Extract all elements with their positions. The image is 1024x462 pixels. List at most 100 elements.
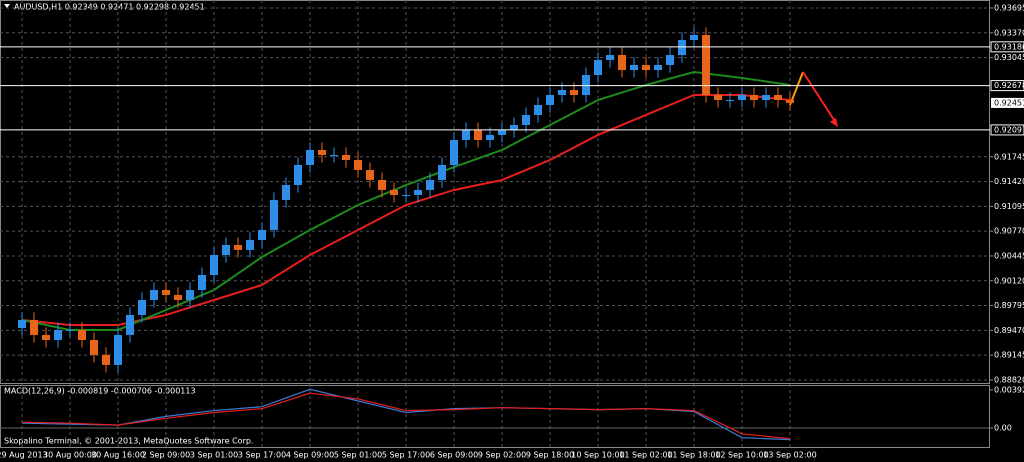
x-tick-label: 5 Sep 17:00 <box>382 451 430 460</box>
candle-body <box>714 94 722 101</box>
x-tick-label: 3 Sep 17:00 <box>238 451 286 460</box>
candle-body <box>438 164 446 180</box>
candle-body <box>666 55 674 66</box>
candle-body <box>414 189 422 196</box>
moving-average <box>21 71 791 331</box>
candle-body <box>198 274 206 290</box>
y-tick-label: 0.89145 <box>994 351 1024 360</box>
candle-body <box>786 100 794 103</box>
candle-body <box>258 229 266 240</box>
y-tick-label: 0.90770 <box>994 227 1024 236</box>
level-label: 0.92678 <box>994 81 1024 90</box>
y-tick-label: 0.93045 <box>994 53 1024 62</box>
candle-body <box>570 90 578 95</box>
x-tick-label: 11 Sep 02:00 <box>619 451 672 460</box>
x-tick-label: 2 Sep 09:00 <box>142 451 190 460</box>
candle-body <box>102 354 110 365</box>
y-tick-label: 0.90445 <box>994 251 1024 260</box>
y-tick-label: 0.93695 <box>994 4 1024 13</box>
y-tick-label: 0.91745 <box>994 152 1024 161</box>
candle-body <box>126 314 134 335</box>
macd-line <box>21 392 791 440</box>
y-tick-label: 0.88820 <box>994 375 1024 384</box>
x-tick-label: 6 Sep 09:00 <box>430 451 478 460</box>
candle-body <box>66 329 74 331</box>
candle-body <box>330 154 338 156</box>
candle-body <box>342 154 350 160</box>
candle-body <box>462 130 470 141</box>
candle-body <box>54 329 62 340</box>
main-pane <box>0 0 990 384</box>
level-label: 0.93186 <box>994 42 1024 51</box>
candle-body <box>474 130 482 141</box>
x-tick-label: 9 Sep 02:00 <box>478 451 526 460</box>
candle-body <box>750 94 758 101</box>
candle-body <box>558 90 566 95</box>
candle-body <box>78 329 86 340</box>
candle-body <box>726 100 734 102</box>
candle-body <box>618 55 626 71</box>
x-tick-label: 30 Aug 16:00 <box>91 451 145 460</box>
candle-body <box>186 289 194 300</box>
candle-body <box>702 35 710 95</box>
candle-body <box>762 94 770 101</box>
candle-body <box>486 134 494 141</box>
level-label-box <box>990 41 1024 53</box>
candle-body <box>138 299 146 315</box>
x-tick-label: 5 Sep 01:00 <box>334 451 382 460</box>
candle-body <box>318 149 326 155</box>
forecast-down <box>802 71 837 124</box>
candle-body <box>90 339 98 355</box>
macd-pane <box>0 385 990 448</box>
forecast-arrowhead <box>830 118 838 127</box>
candle-body <box>246 239 254 250</box>
candle-body <box>402 195 410 197</box>
menu-arrow <box>4 4 10 8</box>
candle-body <box>654 65 662 71</box>
x-tick-label: 12 Sep 10:00 <box>715 451 768 460</box>
candle-body <box>306 149 314 165</box>
candle-body <box>114 334 122 365</box>
x-tick-label: 3 Sep 01:00 <box>190 451 238 460</box>
y-tick-label: 0.91420 <box>994 177 1024 186</box>
candle-body <box>390 189 398 196</box>
candle-body <box>594 59 602 75</box>
candle-body <box>582 74 590 95</box>
x-tick-label: 11 Sep 18:00 <box>667 451 720 460</box>
x-tick-label: 10 Sep 10:00 <box>571 451 624 460</box>
candle-body <box>630 65 638 71</box>
price-label-box <box>991 97 1024 108</box>
candle-body <box>18 319 26 329</box>
y-tick-label: 0.93370 <box>994 28 1024 37</box>
candle-body <box>234 244 242 250</box>
candle-body <box>282 185 290 200</box>
candle-body <box>294 164 302 186</box>
candle-body <box>522 114 530 125</box>
y-tick-label: 0.90120 <box>994 276 1024 285</box>
candle-body <box>354 159 362 170</box>
candle-body <box>378 179 386 190</box>
candle-body <box>546 94 554 105</box>
level-label-box <box>990 80 1024 92</box>
copyright: Skopalino Terminal, © 2001-2013, MetaQuo… <box>4 437 253 446</box>
x-tick-label: 4 Sep 09:00 <box>286 451 334 460</box>
x-tick-label: 30 Aug 00:00 <box>43 451 97 460</box>
candle-body <box>426 179 434 190</box>
macd-title: MACD(12,26,9) -0.000819 -0.000706 -0.000… <box>4 387 196 396</box>
moving-average <box>21 93 791 326</box>
price-label: 0.92451 <box>994 98 1024 107</box>
candle-body <box>222 244 230 255</box>
x-tick-label: 29 Aug 2013 <box>0 451 48 460</box>
candle-body <box>30 319 38 335</box>
candle-body <box>606 55 614 60</box>
candle-body <box>174 294 182 300</box>
candle-body <box>498 130 506 135</box>
x-tick-label: 9 Sep 18:00 <box>526 451 574 460</box>
candle-body <box>450 140 458 165</box>
candle-body <box>42 334 50 340</box>
level-label-box <box>990 124 1024 136</box>
candle-body <box>738 94 746 101</box>
candle-body <box>642 65 650 71</box>
candle-body <box>210 254 218 275</box>
